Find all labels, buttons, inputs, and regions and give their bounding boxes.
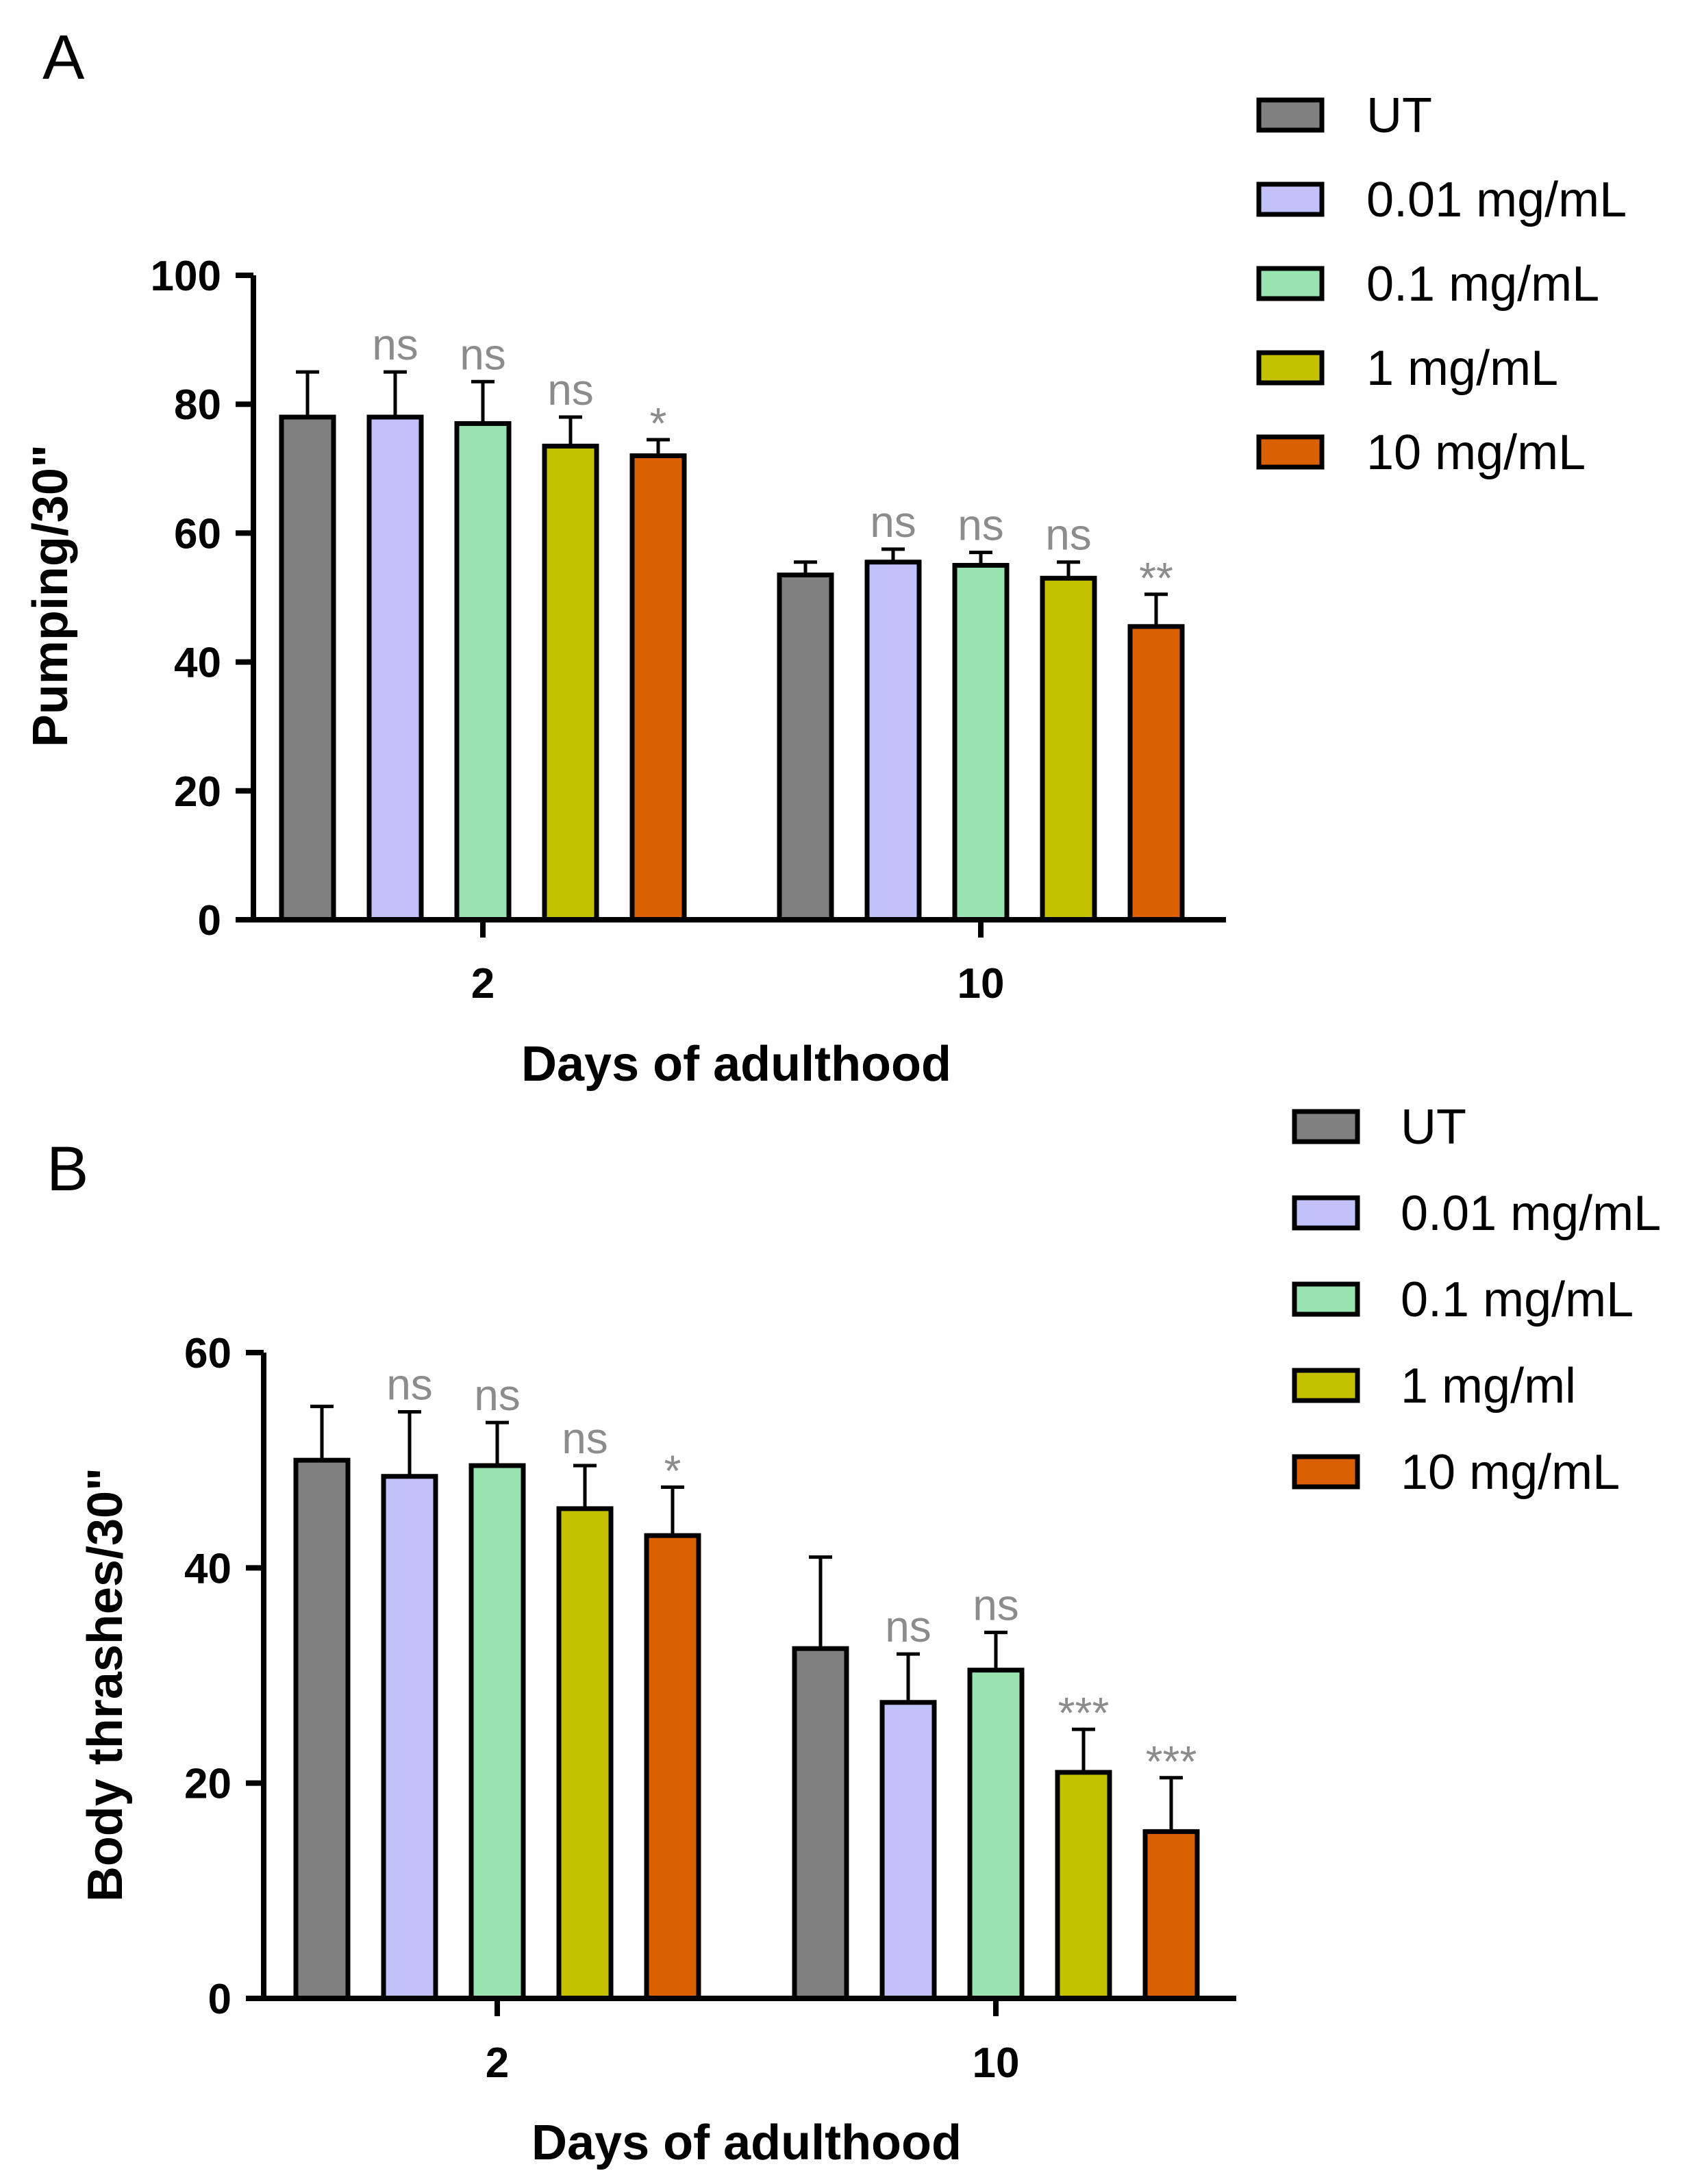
y-tick-label: 40 — [174, 640, 221, 687]
y-tick-label: 100 — [151, 253, 221, 300]
y-tick-label: 0 — [208, 1976, 231, 2023]
legend-label: 10 mg/mL — [1401, 1445, 1620, 1500]
bar — [556, 1506, 614, 2001]
legend-label: 0.01 mg/mL — [1401, 1186, 1661, 1241]
legend-label: 0.1 mg/mL — [1366, 257, 1599, 312]
bar — [864, 560, 922, 922]
legend-swatch — [1256, 350, 1325, 386]
x-tick-label: 2 — [471, 960, 495, 1007]
y-tick-label: 40 — [184, 1545, 231, 1592]
significance-label: *** — [1146, 1737, 1197, 1786]
legend-swatch — [1292, 1109, 1360, 1144]
bar — [366, 414, 424, 922]
x-tick-label: 10 — [958, 960, 1005, 1007]
significance-label: ns — [547, 365, 594, 414]
bar — [1127, 624, 1185, 922]
legend-swatch — [1256, 266, 1325, 301]
legend-swatch — [1292, 1281, 1360, 1317]
significance-label: * — [664, 1446, 681, 1495]
bar — [792, 1646, 849, 2001]
bar — [879, 1700, 937, 2001]
x-tick-label: 10 — [973, 2039, 1020, 2087]
legend-label: 0.1 mg/mL — [1401, 1272, 1634, 1327]
y-tick-label: 60 — [184, 1330, 231, 1377]
bar — [468, 1463, 526, 2001]
bar — [454, 421, 512, 922]
y-tick-label: 20 — [174, 768, 221, 816]
significance-label: ns — [958, 501, 1004, 550]
bar — [952, 562, 1010, 922]
legend-swatch — [1256, 434, 1325, 470]
legend-label: 0.01 mg/mL — [1366, 173, 1627, 227]
legend-label: 1 mg/ml — [1401, 1359, 1576, 1414]
y-tick-label: 80 — [174, 381, 221, 429]
significance-label: ns — [885, 1602, 931, 1651]
panel-letter: A — [42, 23, 85, 92]
legend: UT 0.01 mg/mL 0.1 mg/mL 1 mg/mL 10 mg/mL — [1256, 88, 1627, 480]
significance-label: ns — [386, 1359, 433, 1409]
legend-label: UT — [1401, 1100, 1466, 1155]
significance-label: * — [650, 399, 667, 448]
bar — [1055, 1770, 1112, 2001]
significance-label: ns — [372, 320, 418, 369]
legend-swatch — [1292, 1454, 1360, 1490]
legend-swatch — [1256, 181, 1325, 217]
significance-label: ns — [474, 1370, 521, 1420]
legend-label: UT — [1366, 88, 1432, 143]
bar — [629, 453, 687, 922]
legend-swatch — [1292, 1368, 1360, 1403]
bar — [279, 414, 336, 922]
legend-swatch — [1292, 1195, 1360, 1231]
bar — [1040, 575, 1097, 922]
significance-label: ** — [1139, 553, 1173, 603]
y-axis-label: Body thrashes/30" — [78, 1468, 133, 1902]
x-axis-label: Days of adulthood — [531, 2116, 962, 2170]
significance-label: ns — [562, 1414, 608, 1463]
y-axis-label: Pumping/30" — [23, 444, 78, 747]
legend: UT 0.01 mg/mL 0.1 mg/mL 1 mg/ml 10 mg/mL — [1292, 1100, 1661, 1500]
y-tick-label: 0 — [198, 897, 221, 944]
bar — [1142, 1829, 1200, 2001]
legend-label: 1 mg/mL — [1366, 341, 1558, 396]
legend-label: 10 mg/mL — [1366, 425, 1586, 480]
bar — [542, 443, 599, 922]
x-axis-label: Days of adulthood — [521, 1037, 951, 1092]
y-tick-label: 20 — [184, 1761, 231, 1808]
panel-letter: B — [47, 1134, 88, 1204]
significance-label: *** — [1058, 1688, 1110, 1737]
x-tick-label: 2 — [486, 2039, 509, 2087]
bar — [644, 1533, 701, 2001]
bar — [381, 1474, 438, 2001]
significance-label: ns — [870, 497, 916, 547]
y-tick-label: 60 — [174, 510, 221, 557]
bar — [777, 573, 834, 922]
bar — [293, 1457, 351, 2001]
significance-label: ns — [1045, 510, 1092, 560]
bar — [967, 1668, 1025, 2001]
significance-label: ns — [973, 1581, 1019, 1630]
significance-label: ns — [460, 329, 506, 379]
legend-swatch — [1256, 97, 1325, 133]
